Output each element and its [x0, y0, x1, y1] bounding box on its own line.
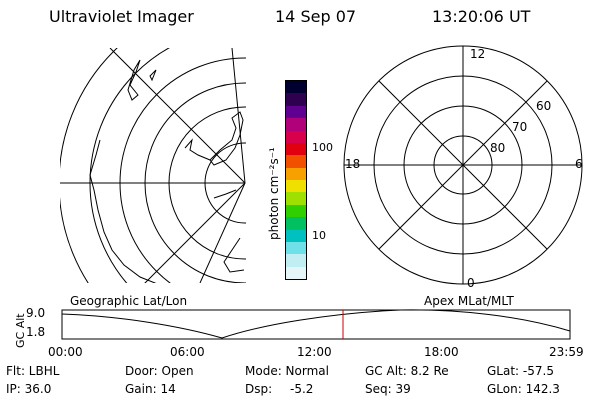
glat-info: GLat: -57.5 [487, 364, 554, 378]
mlt-label-left: 18 [345, 157, 361, 171]
colorbar-segment [286, 105, 306, 119]
coastline [149, 69, 157, 82]
coastline [184, 138, 211, 161]
coastline [223, 237, 245, 273]
mlat-label-70: 70 [512, 120, 528, 134]
mlt-label-top: 12 [470, 47, 486, 61]
mlt-line [378, 80, 548, 250]
date-label: 14 Sep 07 [275, 7, 357, 26]
filter-info: Flt: LBHL [6, 364, 60, 378]
colorbar-segment [286, 155, 306, 168]
instrument-title: Ultraviolet Imager [49, 7, 194, 26]
gc-alt-info: GC Alt: 8.2 Re [365, 364, 449, 378]
mlt-label-bottom: 0 [467, 276, 475, 290]
colorbar-segment [286, 217, 306, 230]
coastline [213, 189, 237, 199]
dsp-label: Dsp: [245, 382, 273, 396]
colorbar-segment [286, 93, 306, 106]
altitude-ytick-1: 1.8 [26, 325, 46, 339]
dsp-value: -5.2 [290, 382, 314, 396]
colorbar-segment [286, 142, 306, 156]
xtick-0600: 06:00 [170, 345, 205, 359]
colorbar-segment [286, 254, 306, 267]
colorbar-segment [286, 81, 306, 94]
glon-info: GLon: 142.3 [487, 382, 560, 396]
colorbar-segment [286, 167, 306, 180]
colorbar-segment [286, 241, 306, 255]
xtick-1200: 12:00 [297, 345, 332, 359]
longitude-line [109, 48, 246, 184]
colorbar-segment [286, 192, 306, 205]
longitude-line [231, 48, 246, 184]
colorbar-segment [286, 266, 306, 279]
intensity-colorbar [285, 80, 307, 280]
altitude-plot-frame [61, 309, 571, 340]
altitude-ytick-9: 9.0 [26, 306, 46, 320]
colorbar-segment [286, 229, 306, 242]
mlt-label-right: 6 [575, 157, 583, 171]
coastline [89, 139, 157, 283]
colorbar-segment [286, 118, 306, 131]
mlat-label-80: 80 [490, 141, 506, 155]
colorbar-tick-100: 100 [312, 141, 333, 154]
ip-info: IP: 36.0 [6, 382, 52, 396]
longitude-line [199, 182, 246, 283]
gain-info: Gain: 14 [125, 382, 176, 396]
mlat-label-60: 60 [536, 99, 552, 113]
coastline [127, 59, 141, 101]
polar-grid [343, 45, 583, 285]
xtick-0000: 00:00 [48, 345, 83, 359]
xtick-2359: 23:59 [549, 345, 584, 359]
right-panel-label: Apex MLat/MLT [424, 294, 514, 308]
colorbar-segment [286, 130, 306, 143]
longitude-line [144, 182, 246, 283]
xtick-1800: 18:00 [424, 345, 459, 359]
left-panel-label: Geographic Lat/Lon [70, 294, 188, 308]
altitude-curve [61, 309, 571, 339]
time-label: 13:20:06 UT [432, 7, 531, 26]
mode-info: Mode: Normal [245, 364, 329, 378]
seq-info: Seq: 39 [365, 382, 411, 396]
colorbar-segment [286, 204, 306, 218]
door-info: Door: Open [125, 364, 194, 378]
colorbar-segment [286, 180, 306, 193]
coastline [209, 111, 244, 166]
colorbar-tick-10: 10 [312, 229, 326, 242]
